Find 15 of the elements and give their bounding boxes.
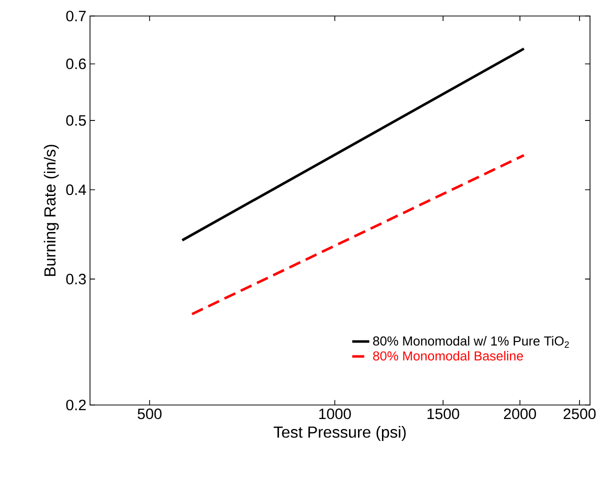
y-tick-label: 0.7 [66, 10, 86, 22]
x-tick-label: 1000 [319, 408, 351, 420]
x-axis-title: Test Pressure (psi) [274, 426, 406, 441]
y-tick-label: 0.3 [66, 274, 86, 284]
x-tick-label: 2500 [564, 408, 596, 420]
x-tick-label: 500 [138, 408, 162, 420]
y-tick-label: 0.4 [66, 184, 86, 196]
y-tick-label: 0.5 [66, 115, 86, 126]
y-tick-label: 0.2 [66, 400, 86, 410]
y-axis-title: Burning Rate (in/s) [44, 144, 59, 276]
x-tick-label: 2000 [504, 408, 536, 420]
legend-label: 80% Monomodal w/ 1% Pure TiO$_{2}$ [373, 336, 569, 348]
x-tick-label: 1500 [428, 408, 460, 420]
y-tick-label: 0.6 [66, 58, 86, 70]
legend-label: 80% Monomodal Baseline [373, 350, 523, 361]
